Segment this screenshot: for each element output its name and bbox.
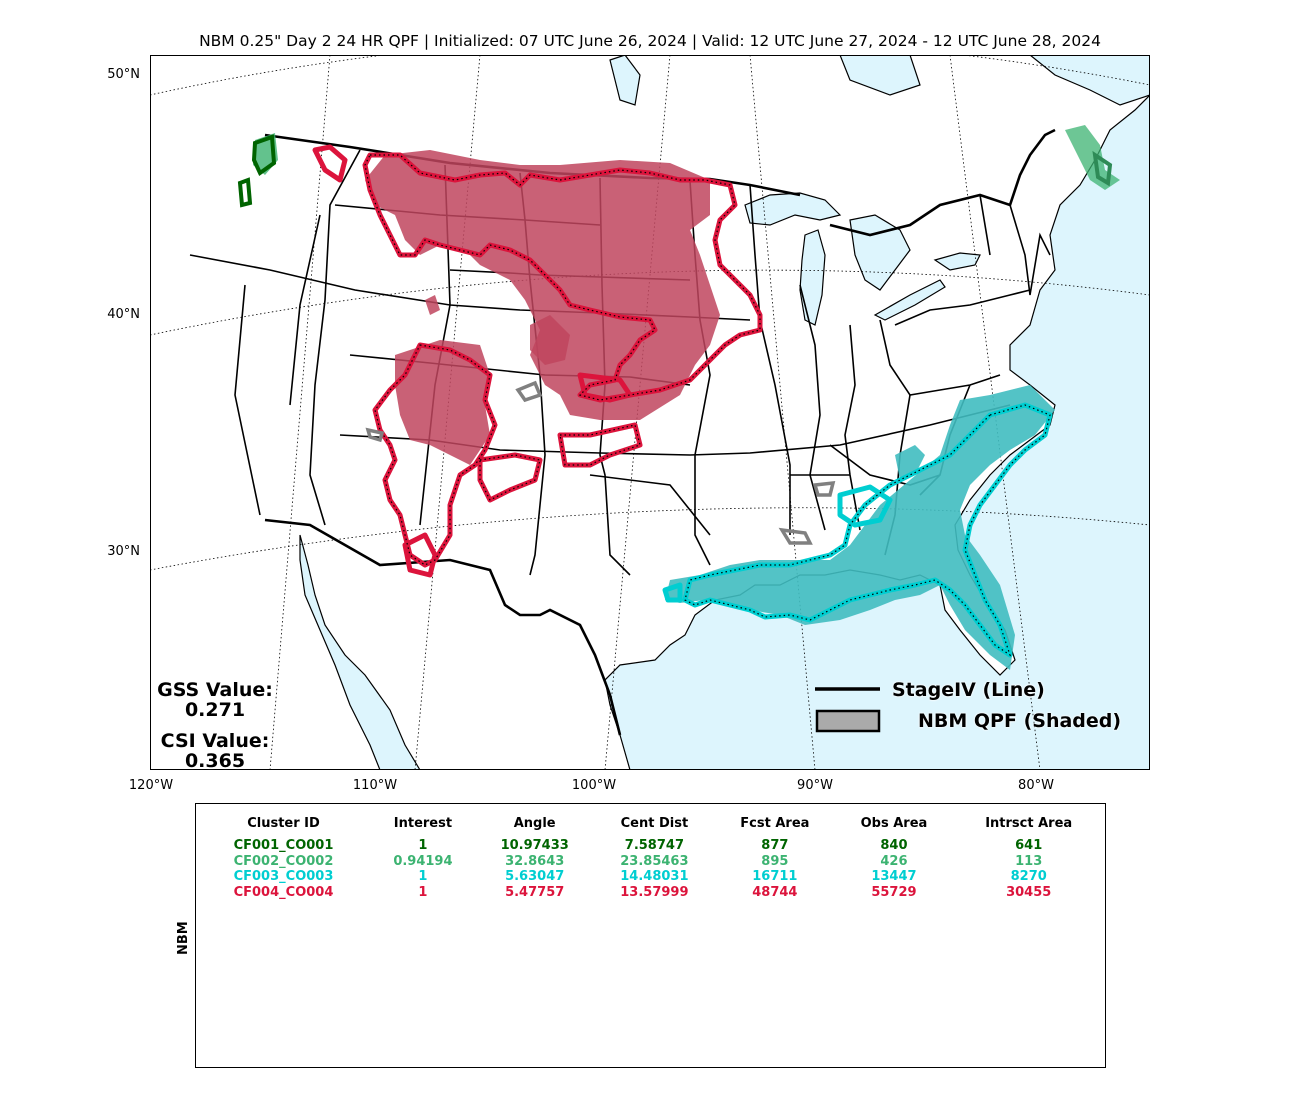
table-cell: 13.57999 <box>620 884 689 900</box>
lon-label-100: 100°W <box>571 778 617 793</box>
table-cell: 1 <box>418 869 428 884</box>
lon-label-120: 120°W <box>128 778 174 793</box>
table-side-label: NBM <box>176 921 191 955</box>
lon-label-90: 90°W <box>797 778 833 793</box>
gulf-of-st-lawrence <box>1029 55 1150 106</box>
table-cell: CF002_CO002 <box>233 853 334 869</box>
csi-value: 0.365 <box>184 750 246 772</box>
table-cell: 7.58747 <box>624 838 684 853</box>
lake-michigan <box>799 229 826 326</box>
header-cluster-id: Cluster ID <box>247 816 320 831</box>
table-header-row: Cluster ID Interest Angle Cent Dist Fcst… <box>196 816 1105 838</box>
table-row: CF003_CO003 1 5.63047 14.48031 16711 13447 827… <box>196 869 1105 885</box>
table-cell: 1 <box>418 884 428 900</box>
table-row: CF002_CO002 0.94194 32.8643 23.85463 895 426 1… <box>196 854 1105 870</box>
gss-value: 0.271 <box>184 699 246 721</box>
table-cell: 1 <box>418 838 428 853</box>
cluster-stats-table: Cluster ID Interest Angle Cent Dist Fcst… <box>196 816 1105 900</box>
lake-winnipeg <box>609 55 641 106</box>
lake-superior <box>744 192 842 226</box>
cluster3-outline <box>662 402 1053 658</box>
header-intrsct-area: Intrsct Area <box>985 816 1073 831</box>
lat-label-40: 40°N <box>107 307 140 322</box>
table-cell: 895 <box>761 853 789 869</box>
lon-label-110: 110°W <box>352 778 398 793</box>
lat-label-50: 50°N <box>107 67 140 82</box>
legend-shaded-label: NBM QPF (Shaded) <box>918 710 1122 732</box>
table-cell: 23.85463 <box>620 853 689 869</box>
lon-label-80: 80°W <box>1018 778 1054 793</box>
header-cent-dist: Cent Dist <box>620 816 689 831</box>
table-cell: 14.48031 <box>620 869 689 884</box>
map-title: NBM 0.25" Day 2 24 HR QPF | Initialized:… <box>199 32 1101 50</box>
qpf-map <box>150 55 1150 770</box>
table-cell: 641 <box>1015 838 1043 853</box>
table-cell: 30455 <box>1006 884 1052 900</box>
table-cell: 113 <box>1015 853 1043 869</box>
lat-label-30: 30°N <box>107 544 140 559</box>
table-cell: CF004_CO004 <box>233 884 334 900</box>
table-cell: 32.8643 <box>505 853 565 869</box>
legend-shaded-symbol <box>815 709 881 733</box>
table-cell: 5.47757 <box>505 884 565 900</box>
map-frame <box>150 55 1150 770</box>
header-fcst-area: Fcst Area <box>740 816 810 831</box>
table-cell: 0.94194 <box>393 853 453 869</box>
table-cell: 10.97433 <box>500 838 569 853</box>
table-cell: 840 <box>880 838 908 853</box>
table-cell: CF001_CO001 <box>233 838 334 853</box>
table-cell: 5.63047 <box>505 869 565 884</box>
table-cell: 13447 <box>871 869 917 884</box>
lake-erie <box>873 279 946 321</box>
header-interest: Interest <box>393 816 453 831</box>
header-obs-area: Obs Area <box>860 816 928 831</box>
table-cell: 16711 <box>752 869 798 884</box>
cluster2-outline <box>1092 150 1113 187</box>
table-cell: 55729 <box>871 884 917 900</box>
cluster-stats-panel: Cluster ID Interest Angle Cent Dist Fcst… <box>195 803 1106 1068</box>
legend-line-label: StageIV (Line) <box>892 679 1045 701</box>
table-cell: 877 <box>761 838 789 853</box>
table-cell: CF003_CO003 <box>233 869 334 884</box>
cluster4-outline-dots <box>364 154 761 566</box>
table-cell: 48744 <box>752 884 798 900</box>
csi-label: CSI Value: <box>160 730 270 752</box>
cluster2-shaded <box>1065 125 1120 190</box>
unmatched-outlines <box>365 380 836 545</box>
table-cell: 426 <box>880 853 908 869</box>
table-cell: 8270 <box>1010 869 1047 884</box>
hudson-bay <box>839 55 921 96</box>
table-row: CF004_CO004 1 5.47757 13.57999 48744 55729 304… <box>196 885 1105 901</box>
gss-label: GSS Value: <box>157 679 273 701</box>
header-angle: Angle <box>513 816 556 831</box>
cluster1-outline <box>237 134 277 208</box>
lake-ontario <box>933 252 981 271</box>
table-row: CF001_CO001 1 10.97433 7.58747 877 840 641 <box>196 838 1105 854</box>
